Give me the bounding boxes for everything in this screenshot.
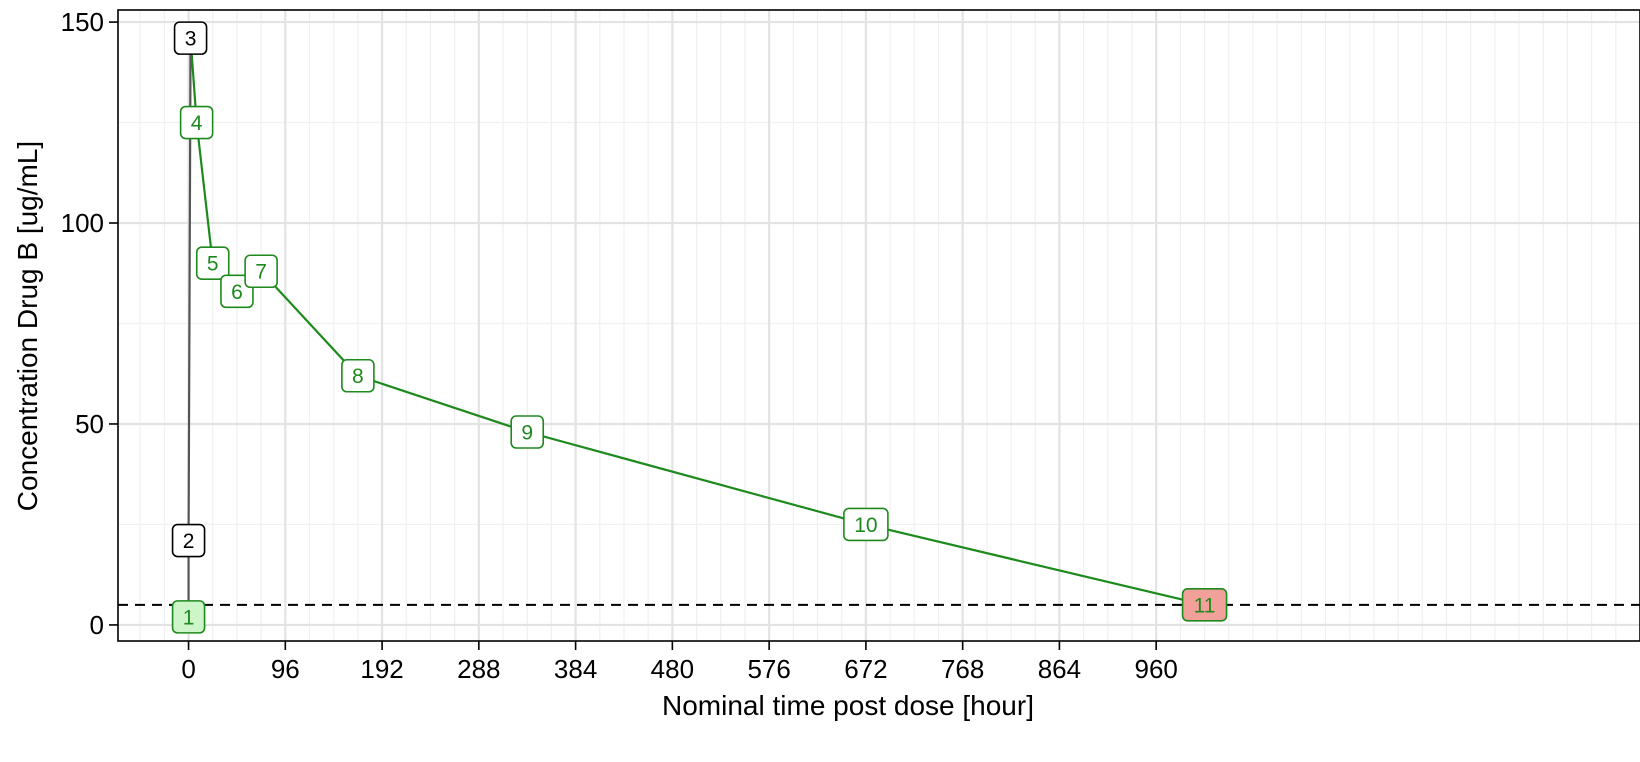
plot-border <box>117 9 1640 642</box>
x-tick-label: 0 <box>181 654 195 684</box>
x-tick-label: 576 <box>747 654 790 684</box>
y-tick-label: 100 <box>61 208 104 238</box>
point-label-1: 1 <box>171 600 206 634</box>
x-tick-label: 672 <box>844 654 887 684</box>
x-tick-label: 384 <box>554 654 597 684</box>
point-label-4: 4 <box>179 105 214 140</box>
point-label-2: 2 <box>171 523 206 558</box>
point-label-text: 1 <box>183 606 195 629</box>
point-label-text: 3 <box>185 28 197 51</box>
y-tick-label: 0 <box>90 610 104 640</box>
x-tick-label: 768 <box>941 654 984 684</box>
x-tick-label: 864 <box>1038 654 1081 684</box>
point-label-text: 5 <box>207 253 219 276</box>
y-axis-title: Concentration Drug B [ug/mL] <box>12 141 43 511</box>
point-label-5: 5 <box>195 246 230 281</box>
point-label-box <box>1181 588 1228 622</box>
point-label-7: 7 <box>244 254 278 289</box>
y-tick-label: 150 <box>61 7 104 37</box>
point-label-box <box>843 507 889 542</box>
x-axis-title: Nominal time post dose [hour] <box>662 690 1034 721</box>
point-label-11: 11 <box>1181 588 1228 622</box>
x-tick-label: 288 <box>457 654 500 684</box>
x-tick-label: 192 <box>360 654 403 684</box>
point-label-box <box>171 523 206 558</box>
minor-grid <box>118 10 1640 641</box>
point-label-box <box>195 246 230 281</box>
major-grid <box>118 10 1640 641</box>
point-label-text: 9 <box>521 422 533 445</box>
y-axis-ticks: 0 50 100 150 <box>61 7 118 640</box>
x-tick-label: 960 <box>1134 654 1177 684</box>
point-label-3: 3 <box>173 21 208 55</box>
point-label-text: 10 <box>854 514 877 537</box>
point-label-9: 9 <box>510 415 545 449</box>
point-label-text: 2 <box>183 530 195 553</box>
point-label-box <box>171 600 206 634</box>
point-label-10: 10 <box>843 507 889 542</box>
point-label-box <box>510 415 545 449</box>
point-label-text: 6 <box>231 281 243 304</box>
x-axis-ticks: 0 96 192 288 384 480 576 672 768 864 960 <box>181 641 1178 684</box>
point-label-text: 11 <box>1194 594 1216 617</box>
point-label-box <box>244 254 278 289</box>
plot-background <box>118 10 1640 641</box>
point-label-text: 8 <box>352 365 364 388</box>
point-label-box <box>179 105 214 140</box>
y-tick-label: 50 <box>75 409 104 439</box>
x-tick-label: 96 <box>271 654 300 684</box>
point-label-box <box>173 21 208 55</box>
point-label-text: 4 <box>191 112 203 135</box>
x-tick-label: 480 <box>651 654 694 684</box>
point-label-8: 8 <box>341 358 375 393</box>
point-label-box <box>341 358 375 393</box>
point-label-text: 7 <box>255 261 267 284</box>
point-labels: 1 2 3 4 567 8 9 10 11 <box>171 21 1228 634</box>
